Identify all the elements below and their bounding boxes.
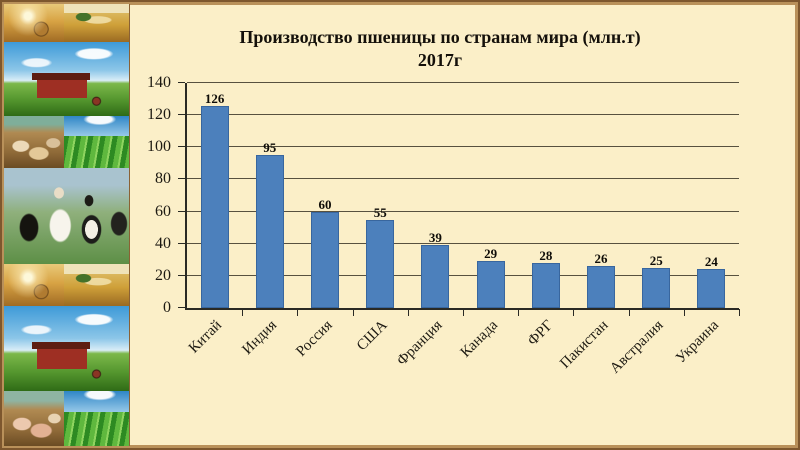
bar-series: 126 Китай 95 Индия 60 Россия 55 США 39 Франция 29 К… (186, 83, 739, 377)
bar-cell: 39 Франция (394, 83, 463, 369)
gridline (187, 178, 739, 180)
photo-hay-bales (4, 264, 64, 306)
y-tick-label: 140 (147, 74, 171, 91)
bar-value-label: 95 (263, 140, 277, 156)
photo-red-barn (4, 306, 129, 391)
photo-cows (4, 168, 129, 264)
bar-cell: 95 Индия (240, 83, 297, 358)
gridline (187, 274, 739, 276)
photo-collage-sidebar (4, 4, 130, 446)
y-tick-label: 120 (147, 106, 171, 124)
x-tick-mark (463, 309, 464, 316)
bar-value-label: 39 (428, 230, 442, 246)
bar-cell: 26 Пакистан (557, 83, 628, 372)
y-tick-label: 40 (155, 234, 171, 252)
photo-hay-bales (4, 4, 64, 42)
x-tick-mark (242, 309, 244, 316)
y-tick-mark (178, 114, 185, 116)
x-category-label: Китай (185, 317, 226, 357)
x-category-label: Россия (293, 317, 336, 360)
bar-value-label: 24 (704, 254, 718, 270)
y-tick-mark (178, 178, 185, 180)
bar-cell: 25 Австралия (607, 83, 684, 377)
bar-cell: 55 США (353, 83, 408, 354)
x-category-label: Австралия (607, 317, 667, 377)
photo-crop-rows (64, 391, 129, 446)
photo-pigs (4, 391, 64, 446)
x-category-label: США (354, 317, 391, 355)
x-tick-mark (739, 309, 740, 316)
x-category-label: Украина (672, 317, 723, 367)
y-tick-label: 80 (155, 170, 171, 188)
chart-title-line1: Производство пшеницы по странам мира (мл… (239, 27, 641, 47)
photo-combine-harvester (64, 264, 129, 306)
photo-red-barn (4, 42, 129, 116)
gridline (187, 146, 739, 148)
bar (255, 155, 284, 308)
bar-cell: 24 Украина (673, 83, 739, 366)
bar-value-label: 29 (484, 246, 498, 262)
plot-area: 126 Китай 95 Индия 60 Россия 55 США 39 Франция 29 К… (185, 82, 740, 377)
bar-cell: 28 ФРГ (518, 83, 573, 349)
photo-row (4, 4, 129, 42)
y-tick-mark (178, 146, 185, 148)
bar (311, 211, 339, 308)
bar (531, 263, 560, 308)
gridline (187, 114, 739, 116)
bar (200, 105, 229, 308)
y-tick-mark (178, 307, 185, 308)
bar (587, 266, 616, 308)
bar (642, 267, 671, 308)
gridline (187, 82, 739, 83)
y-tick-mark (178, 242, 185, 244)
bar (366, 219, 395, 308)
x-category-label: ФРГ (524, 317, 557, 350)
chart-title: Производство пшеницы по странам мира (мл… (140, 26, 740, 72)
bar-cell: 29 Канада (458, 83, 518, 361)
gridline (187, 210, 739, 212)
y-axis: 0 20 40 60 80 100 120 140 (130, 75, 185, 316)
y-tick-label: 20 (155, 266, 171, 284)
chart-title-line2: 2017г (417, 50, 463, 70)
x-category-label: Франция (394, 317, 447, 369)
y-tick-label: 100 (147, 138, 171, 156)
y-tick-label: 0 (163, 299, 171, 316)
gridline (187, 242, 739, 244)
bar-value-label: 28 (539, 248, 553, 263)
y-tick-mark (178, 274, 185, 276)
photo-combine-harvester (64, 4, 129, 42)
bar-value-label: 25 (649, 252, 663, 268)
x-category-label: Пакистан (557, 317, 612, 372)
x-category-label: Индия (239, 317, 281, 358)
x-tick-mark (407, 309, 409, 316)
x-tick-mark (297, 309, 299, 316)
bar-value-label: 60 (318, 196, 332, 212)
y-tick-mark (178, 210, 185, 212)
bar-value-label: 55 (373, 204, 387, 220)
x-tick-mark (573, 309, 575, 316)
photo-goats (4, 116, 64, 168)
photo-row (4, 264, 129, 306)
x-tick-mark (518, 309, 520, 316)
y-tick-mark (178, 82, 185, 83)
photo-row (4, 391, 129, 446)
bar-cell: 126 Китай (186, 83, 242, 357)
x-tick-mark (628, 309, 630, 316)
x-category-label: Канада (457, 317, 502, 361)
x-tick-mark (683, 309, 685, 316)
bar (421, 245, 450, 308)
x-tick-mark (352, 309, 354, 316)
bar-value-label: 26 (594, 251, 608, 267)
bar-value-label: 126 (204, 90, 225, 106)
photo-crop-rows (64, 116, 129, 168)
photo-row (4, 116, 129, 168)
bar-cell: 60 Россия (293, 83, 352, 360)
bar (476, 261, 505, 308)
bar (697, 269, 726, 308)
y-tick-label: 60 (155, 202, 171, 220)
